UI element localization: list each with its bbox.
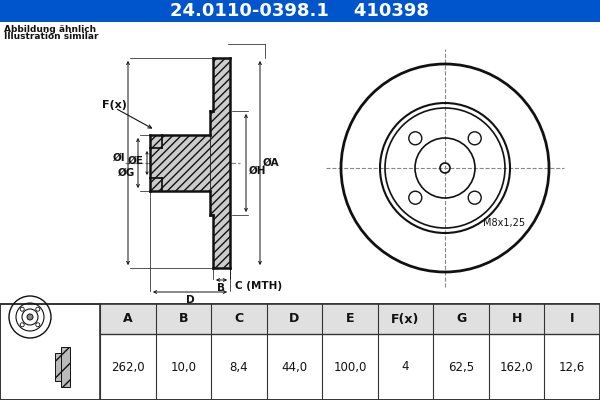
Bar bbox=[100, 304, 600, 334]
Circle shape bbox=[20, 323, 24, 327]
Text: 24.0110-0398.1    410398: 24.0110-0398.1 410398 bbox=[170, 2, 430, 20]
Text: E: E bbox=[346, 312, 354, 326]
Text: 162,0: 162,0 bbox=[500, 360, 533, 374]
Text: A: A bbox=[123, 312, 133, 326]
Text: C: C bbox=[235, 312, 244, 326]
Circle shape bbox=[36, 323, 40, 327]
Text: Abbildung ähnlich: Abbildung ähnlich bbox=[4, 25, 96, 34]
Text: D: D bbox=[289, 312, 299, 326]
Text: 10,0: 10,0 bbox=[170, 360, 196, 374]
Text: 44,0: 44,0 bbox=[281, 360, 308, 374]
Text: ØA: ØA bbox=[263, 158, 280, 168]
Text: M8x1,25: M8x1,25 bbox=[483, 218, 525, 228]
Text: 262,0: 262,0 bbox=[111, 360, 145, 374]
Circle shape bbox=[27, 314, 33, 320]
Text: B: B bbox=[179, 312, 188, 326]
Text: F(x): F(x) bbox=[391, 312, 420, 326]
Text: F(x): F(x) bbox=[102, 100, 127, 110]
Text: 12,6: 12,6 bbox=[559, 360, 586, 374]
Text: ØI: ØI bbox=[112, 153, 125, 163]
Bar bbox=[0, 304, 600, 400]
Text: ØE: ØE bbox=[128, 156, 144, 166]
Polygon shape bbox=[150, 135, 210, 191]
Polygon shape bbox=[210, 58, 230, 268]
Text: 8,4: 8,4 bbox=[230, 360, 248, 374]
Text: H: H bbox=[511, 312, 522, 326]
Bar bbox=[0, 0, 600, 22]
Text: 4: 4 bbox=[402, 360, 409, 374]
Text: ØG: ØG bbox=[118, 168, 135, 178]
Text: D: D bbox=[185, 295, 194, 305]
Text: ØH: ØH bbox=[249, 166, 266, 176]
Circle shape bbox=[36, 307, 40, 311]
Text: B: B bbox=[218, 283, 226, 293]
Text: 100,0: 100,0 bbox=[334, 360, 367, 374]
Bar bbox=[55, 353, 61, 381]
Bar bbox=[61, 347, 70, 387]
Text: Illustration similar: Illustration similar bbox=[4, 32, 98, 41]
Circle shape bbox=[20, 307, 24, 311]
Text: I: I bbox=[570, 312, 574, 326]
Text: 62,5: 62,5 bbox=[448, 360, 474, 374]
Text: C (MTH): C (MTH) bbox=[235, 281, 282, 291]
Text: G: G bbox=[456, 312, 466, 326]
